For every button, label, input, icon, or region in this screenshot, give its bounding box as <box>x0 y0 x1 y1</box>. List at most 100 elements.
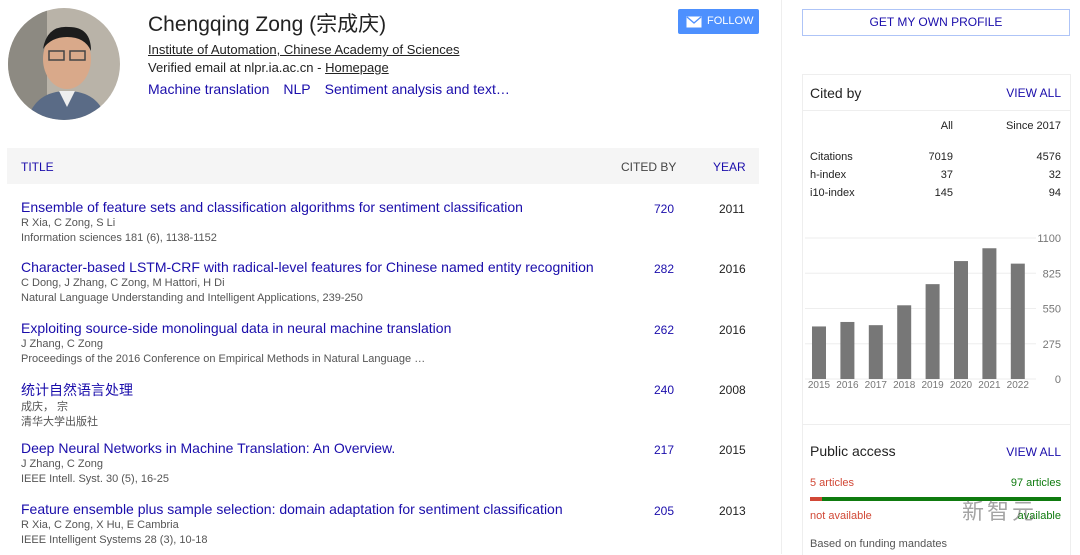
bar <box>954 261 968 379</box>
stats-label: h-index <box>810 169 847 181</box>
cited-by-count[interactable]: 262 <box>653 322 674 337</box>
mail-icon <box>686 16 702 28</box>
cited-by-count[interactable]: 240 <box>653 382 674 397</box>
stats-column: All <box>940 120 953 132</box>
email: Verified email at nlpr.ia.ac.cn <box>148 60 314 75</box>
interest-link[interactable]: NLP <box>283 81 311 97</box>
table-header <box>7 148 759 184</box>
bar <box>868 325 883 379</box>
article-year: 2016 <box>719 262 746 277</box>
article-venue: 清华大学出版社 <box>21 415 98 428</box>
divider <box>802 424 1070 425</box>
article-authors: J Zhang, C Zong <box>21 337 103 350</box>
article-title[interactable]: Feature ensemble plus sample selection: … <box>21 500 563 517</box>
year-header[interactable]: YEAR <box>713 160 746 174</box>
article-title[interactable]: Ensemble of feature sets and classificat… <box>21 199 523 215</box>
cited-by-count[interactable]: 205 <box>653 503 674 518</box>
article-year: 2013 <box>719 503 746 518</box>
article-title[interactable]: Character-based LSTM-CRF with radical-le… <box>21 259 594 276</box>
column-divider <box>781 0 782 554</box>
bar <box>1010 263 1025 379</box>
stats-column: Since 2017 <box>1005 120 1061 132</box>
cited-by-count[interactable]: 720 <box>653 202 674 216</box>
citations-chart: 0 275 550 825 1100 2015 2016 2017 2018 2019 2020 20… <box>805 233 1061 391</box>
stats-all: 145 <box>934 187 953 199</box>
x-tick-label: 2016 <box>836 380 859 391</box>
article-authors: R Xia, C Zong, X Hu, E Cambria <box>21 518 179 531</box>
follow-label: FOLLOW <box>707 15 754 27</box>
footer-note: Based on funding mandates <box>810 538 947 550</box>
email-line: Verified email at nlpr.ia.ac.cn - Homepa… <box>148 60 389 75</box>
x-tick-label: 2015 <box>808 380 831 391</box>
divider <box>802 110 1070 111</box>
bar <box>840 321 855 379</box>
article-venue: Proceedings of the 2016 Conference on Em… <box>21 352 426 365</box>
article-title[interactable]: Exploiting source-side monolingual data … <box>21 319 452 336</box>
avatar <box>8 8 120 120</box>
stats-label: Citations <box>810 151 853 163</box>
follow-button[interactable]: FOLLOW <box>678 9 759 34</box>
stats-since: 94 <box>1048 187 1061 199</box>
public-access-title: Public access <box>810 443 896 459</box>
stats-all: 37 <box>940 169 953 181</box>
article-venue: Natural Language Understanding and Intel… <box>21 292 363 305</box>
article-venue: Information sciences 181 (6), 1138-1152 <box>21 232 217 244</box>
x-tick-label: 2022 <box>1007 380 1030 391</box>
article-year: 2016 <box>719 322 746 337</box>
article-year: 2011 <box>719 202 745 216</box>
article-authors: R Xia, C Zong, S Li <box>21 217 116 229</box>
article-authors: 成庆， 宗 <box>21 400 69 413</box>
article-authors: C Dong, J Zhang, C Zong, M Hattori, H Di <box>21 277 225 290</box>
article-venue: IEEE Intell. Syst. 30 (5), 16-25 <box>21 473 169 486</box>
interest-link[interactable]: Sentiment analysis and text… <box>324 81 510 97</box>
stats-all: 7019 <box>928 151 953 163</box>
not-available-text: not available <box>810 510 872 522</box>
x-tick-label: 2021 <box>978 380 1001 391</box>
stats-since: 4576 <box>1036 151 1061 163</box>
y-tick-label: 825 <box>1043 268 1061 280</box>
bar <box>897 305 912 379</box>
sidebar-panel <box>802 74 1071 555</box>
homepage-link[interactable]: Homepage <box>325 60 389 75</box>
y-tick-label: 1100 <box>1037 233 1061 245</box>
profile-name: Chengqing Zong (宗成庆) <box>148 13 387 36</box>
article-year: 2008 <box>719 382 746 397</box>
available-text: available <box>1017 510 1061 522</box>
available-count[interactable]: 97 articles <box>1010 477 1061 489</box>
article-year: 2015 <box>719 443 746 458</box>
x-tick-label: 2019 <box>921 380 944 391</box>
access-segment <box>822 497 1061 501</box>
bar <box>925 284 940 379</box>
title-header[interactable]: TITLE <box>21 160 54 174</box>
stats-since: 32 <box>1048 169 1061 181</box>
view-all-link[interactable]: VIEW ALL <box>1006 445 1061 459</box>
article-authors: J Zhang, C Zong <box>21 458 103 471</box>
x-tick-label: 2018 <box>893 380 916 391</box>
profile-button[interactable]: GET MY OWN PROFILE <box>802 9 1070 36</box>
bar <box>982 248 997 379</box>
article-venue: IEEE Intelligent Systems 28 (3), 10-18 <box>21 533 208 546</box>
access-segment <box>810 497 823 501</box>
cited-by-header[interactable]: CITED BY <box>621 160 677 174</box>
affiliation[interactable]: Institute of Automation, Chinese Academy… <box>148 42 460 57</box>
watermark: 新智元 <box>962 499 1038 524</box>
article-title[interactable]: 统计自然语言处理 <box>21 381 133 398</box>
stats-label: i10-index <box>810 187 855 199</box>
access-bar <box>810 497 1061 501</box>
cited-by-count[interactable]: 282 <box>653 262 674 277</box>
interest-link[interactable]: Machine translation <box>148 81 270 97</box>
view-all-link[interactable]: VIEW ALL <box>1006 86 1061 100</box>
x-tick-label: 2017 <box>865 380 888 391</box>
x-tick-label: 2020 <box>950 380 973 391</box>
y-tick-label: 550 <box>1043 304 1061 316</box>
not-available-count[interactable]: 5 articles <box>810 477 855 489</box>
y-tick-label: 275 <box>1043 339 1061 351</box>
cited-by-count[interactable]: 217 <box>653 443 674 458</box>
article-title[interactable]: Deep Neural Networks in Machine Translat… <box>21 440 396 457</box>
separator: - <box>317 60 322 75</box>
bar <box>812 326 826 379</box>
interests: Machine translation NLP Sentiment analysis… <box>148 81 524 97</box>
cited-by-title: Cited by <box>810 85 862 101</box>
y-tick-label: 0 <box>1055 374 1061 386</box>
